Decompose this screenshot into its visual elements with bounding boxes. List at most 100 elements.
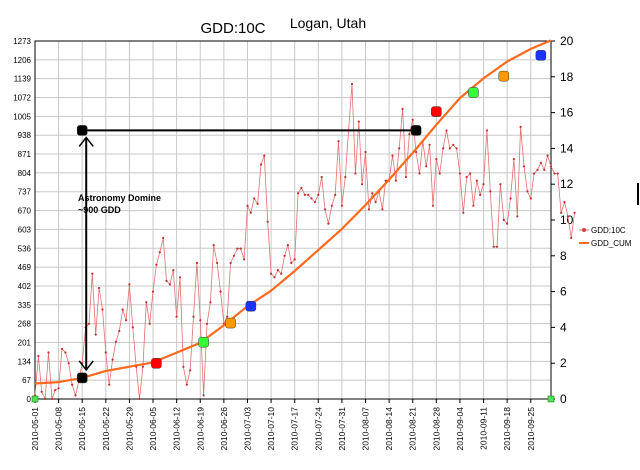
gdd-10c-point: [317, 193, 320, 196]
gdd-10c-point: [462, 211, 465, 214]
gdd-10c-point: [502, 218, 505, 222]
right-tick-label: 0: [560, 392, 567, 406]
gdd-10c-point: [452, 143, 455, 146]
gdd-10c-point: [469, 172, 472, 175]
gdd-10c-point: [118, 329, 121, 333]
gdd-10c-point: [253, 197, 256, 200]
gdd-10c-point: [209, 301, 212, 304]
milestone-marker: [225, 317, 236, 329]
gdd-10c-point: [141, 365, 144, 368]
milestone-marker: [535, 50, 547, 61]
chart-subtitle: Logan, Utah: [290, 15, 366, 31]
x-tick-label: 2010-06-12: [172, 407, 182, 451]
gdd-10c-point: [546, 154, 549, 157]
left-tick-label: 1273: [13, 37, 31, 46]
gdd-10c-point: [404, 175, 408, 179]
gdd-10c-point: [340, 204, 343, 207]
gdd-10c-point: [138, 397, 141, 401]
chart-title: GDD:10C: [200, 20, 265, 37]
gdd-10c-point: [67, 362, 70, 365]
x-axis-ticks: 2010-05-01 2010-05-08 2010-05-15 2010-05-22…: [30, 399, 536, 450]
gdd-10c-point: [270, 272, 273, 275]
gdd-10c-point: [526, 190, 529, 193]
milestone-marker: [245, 300, 257, 312]
x-tick-label: 2010-06-05: [148, 407, 158, 451]
gdd-10c-point: [563, 201, 566, 204]
left-tick-label: 1005: [13, 112, 31, 121]
gdd-10c-point: [54, 389, 57, 392]
gdd-10c-point: [539, 161, 543, 164]
gdd-10c-point: [293, 258, 296, 261]
gdd-10c-point: [280, 272, 283, 275]
gdd-10c-point: [350, 82, 354, 86]
gdd-10c-point: [290, 261, 293, 265]
gdd-10c-point: [310, 197, 313, 200]
gdd-10c-point: [361, 183, 364, 186]
gdd-10c-point: [465, 175, 468, 179]
left-tick-label: 0: [27, 395, 32, 404]
gdd-10c-point: [263, 154, 266, 157]
gdd-10c-point: [50, 397, 54, 401]
gdd-10c-point: [344, 175, 347, 179]
gdd-10c-point: [506, 222, 509, 225]
gdd-10c-point: [425, 165, 428, 168]
gdd-10c-point: [509, 197, 512, 200]
gdd-10c-point: [394, 179, 397, 182]
gdd-10c-point: [529, 197, 532, 200]
x-tick-label: 2010-07-10: [266, 407, 276, 451]
gdd-10c-point: [374, 201, 377, 204]
gdd-10c-point: [155, 263, 158, 266]
gdd-10c-point: [98, 286, 101, 290]
gdd-10c-point: [455, 147, 458, 150]
gdd-10c-point: [570, 236, 573, 239]
right-tick-label: 14: [560, 141, 574, 155]
gdd-10c-point: [212, 244, 215, 247]
markers: [31, 50, 555, 403]
legend: GDD:10C GDD_CUM: [579, 226, 632, 248]
gdd-10c-point: [111, 358, 114, 361]
x-tick-label: 2010-05-08: [54, 407, 64, 451]
gdd-10c-point: [101, 308, 104, 311]
gdd-10c-point: [108, 383, 111, 386]
gdd-10c-point: [175, 315, 178, 318]
annotation-line2: ~900 GDD: [78, 205, 121, 215]
gdd-10c-point: [371, 192, 374, 195]
gdd-10c-point: [44, 397, 47, 401]
gdd-10c-point: [553, 172, 556, 175]
gdd-10c-point: [121, 308, 124, 311]
gdd-10c-point: [165, 279, 168, 282]
gdd-10c-point: [158, 251, 161, 254]
gdd-10c-point: [37, 354, 40, 358]
gdd-10c-point: [114, 340, 117, 343]
gdd-10c-point: [162, 236, 165, 239]
gdd-10c-point: [408, 133, 411, 136]
x-tick-label: 2010-08-07: [361, 407, 371, 451]
gdd-10c-point: [391, 154, 394, 157]
gdd-10c-point: [499, 183, 502, 186]
gdd-10c-point: [458, 172, 461, 175]
x-tick-label: 2010-09-11: [479, 407, 489, 450]
legend-label-gdd-cum: GDD_CUM: [591, 239, 632, 248]
gdd-10c-point: [202, 394, 205, 397]
left-tick-label: 871: [18, 150, 32, 159]
gdd-10c-point: [148, 322, 151, 325]
x-tick-label: 2010-08-28: [431, 407, 441, 451]
gdd-10c-point: [357, 120, 360, 123]
gdd-10c-point: [243, 258, 246, 261]
left-tick-label: 938: [18, 131, 32, 140]
gdd-10c-point: [145, 301, 148, 304]
gdd-10c-point: [560, 211, 563, 214]
x-tick-label: 2010-05-15: [77, 407, 87, 451]
milestone-marker: [431, 106, 442, 117]
gdd-10c-point: [485, 129, 488, 132]
edge-cursor-mark: [637, 183, 639, 205]
right-tick-label: 10: [560, 213, 574, 227]
gdd-10c-point: [489, 190, 492, 193]
right-tick-label: 12: [560, 177, 574, 191]
x-tick-label: 2010-08-14: [384, 407, 394, 451]
gdd-10c-point: [256, 202, 259, 205]
annotation-line1: Astronomy Domine: [78, 193, 161, 203]
gdd-10c-point: [286, 244, 289, 247]
gdd-10c-point: [47, 351, 50, 354]
gdd-10c-point: [125, 319, 128, 322]
